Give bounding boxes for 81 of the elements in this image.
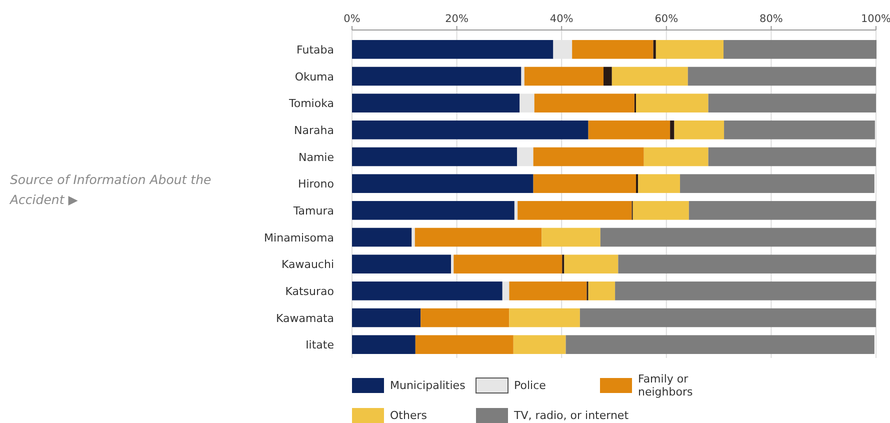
bar [414, 228, 542, 247]
bar [724, 40, 877, 59]
bar [454, 254, 562, 274]
legend-label: Family or neighbors [638, 372, 693, 398]
legend-label: TV, radio, or internet [513, 409, 630, 422]
bar [604, 66, 612, 86]
bar [564, 254, 618, 274]
bar [588, 120, 670, 140]
bar [670, 120, 674, 140]
y-tick-label: Okuma [294, 70, 334, 84]
bar [588, 282, 616, 300]
bar [352, 66, 522, 86]
bar [615, 282, 876, 300]
bar [534, 94, 634, 112]
bar [415, 335, 514, 354]
bar [502, 282, 510, 300]
y-tick-label: Kawauchi [281, 258, 334, 272]
y-tick-label: Tamura [292, 204, 334, 218]
bar [517, 147, 534, 166]
y-tick-label: Katsurao [285, 284, 334, 298]
bar [656, 40, 724, 59]
bar [420, 308, 510, 328]
bar [644, 147, 708, 166]
bar [533, 174, 636, 193]
bar [352, 120, 588, 140]
y-tick-label: Tomioka [288, 97, 334, 110]
x-tick-label: 20% [445, 13, 468, 25]
legend-label: Police [514, 379, 546, 392]
y-tick-label: Namie [298, 150, 334, 164]
bar [600, 228, 876, 247]
y-tick-label: Iitate [306, 338, 334, 352]
bar [618, 254, 876, 274]
bar [509, 308, 580, 328]
y-tick-label: Kawamata [276, 312, 334, 325]
bar [724, 120, 875, 140]
y-tick-label: Futaba [296, 43, 334, 56]
bar [352, 282, 502, 300]
y-tick-label: Naraha [294, 124, 334, 137]
x-tick-label: 80% [760, 13, 783, 25]
bar [708, 147, 876, 166]
bar [352, 174, 534, 193]
bar [674, 120, 724, 140]
bar [638, 174, 680, 193]
bar [688, 66, 876, 86]
bar [509, 282, 587, 300]
bar [451, 254, 454, 274]
bar [688, 201, 876, 220]
bar [572, 40, 654, 59]
bar [533, 147, 644, 166]
bar [352, 94, 520, 112]
bar [612, 66, 688, 86]
bar [636, 94, 708, 112]
bar [518, 201, 632, 220]
legend-label: Others [390, 409, 428, 422]
bar [352, 335, 416, 354]
bar [352, 40, 554, 59]
bar [513, 335, 566, 354]
bar [566, 335, 874, 354]
bar [514, 201, 518, 220]
bar [352, 201, 514, 220]
bar [653, 40, 656, 59]
text: Source of Information About the Accident ▶ [9, 172, 212, 207]
bar [521, 66, 524, 86]
bar [708, 94, 876, 112]
legend-label: Municipalities [390, 379, 466, 392]
x-tick-label: 40% [550, 13, 574, 25]
bar [352, 228, 412, 247]
y-tick-label: Minamisoma [264, 231, 334, 244]
bar [352, 254, 452, 274]
bar [542, 228, 600, 247]
bar [580, 308, 876, 328]
x-tick-label: 60% [654, 13, 678, 25]
bar [520, 94, 534, 112]
bar [524, 66, 604, 86]
bar [680, 174, 874, 193]
bar [352, 308, 421, 328]
bar [412, 228, 415, 247]
y-tick-label: Hirono [298, 178, 334, 191]
x-tick-label: 0% [344, 13, 360, 25]
bar [352, 147, 518, 166]
bar [632, 201, 689, 220]
